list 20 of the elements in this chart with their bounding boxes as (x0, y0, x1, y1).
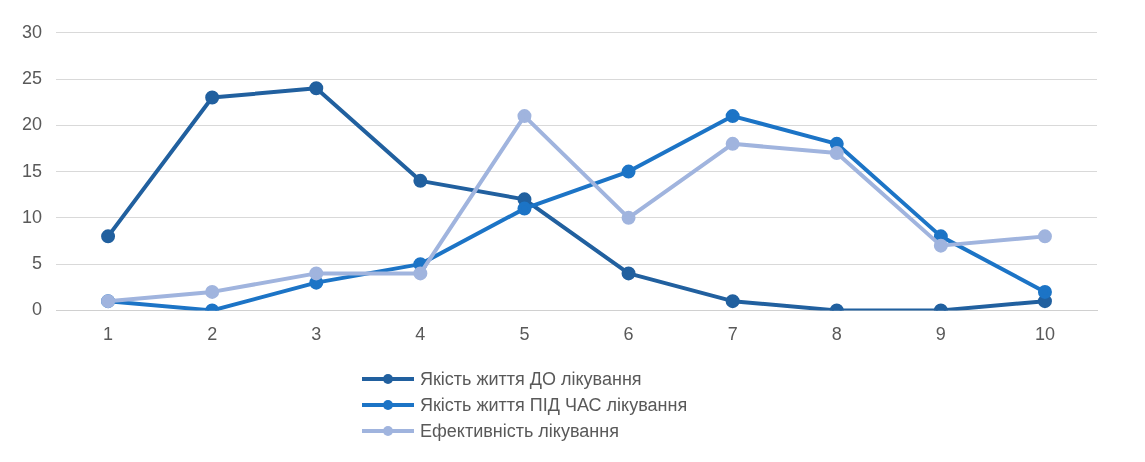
x-tick-label: 3 (311, 324, 322, 345)
y-tick-label: 0 (32, 299, 43, 320)
y-tick-label: 5 (32, 253, 43, 274)
x-tick-label: 2 (207, 324, 218, 345)
x-tick-label: 5 (519, 324, 530, 345)
x-tick-label: 7 (727, 324, 738, 345)
y-tick-label: 10 (21, 206, 43, 227)
x-tick-label: 6 (623, 324, 634, 345)
legend-label: Якість життя ПІД ЧАС лікування (420, 394, 688, 416)
legend-label: Якість життя ДО лікування (420, 368, 642, 390)
y-tick-label: 15 (21, 160, 43, 181)
legend-label: Ефективність лікування (420, 420, 619, 442)
y-tick-label: 20 (21, 114, 43, 135)
y-tick-label: 30 (21, 21, 43, 42)
x-tick-label: 4 (415, 324, 426, 345)
x-tick-label: 1 (103, 324, 114, 345)
x-tick-label: 8 (831, 324, 842, 345)
x-tick-label: 9 (935, 324, 946, 345)
x-tick-label: 10 (1034, 324, 1055, 345)
y-tick-label: 25 (21, 68, 43, 89)
